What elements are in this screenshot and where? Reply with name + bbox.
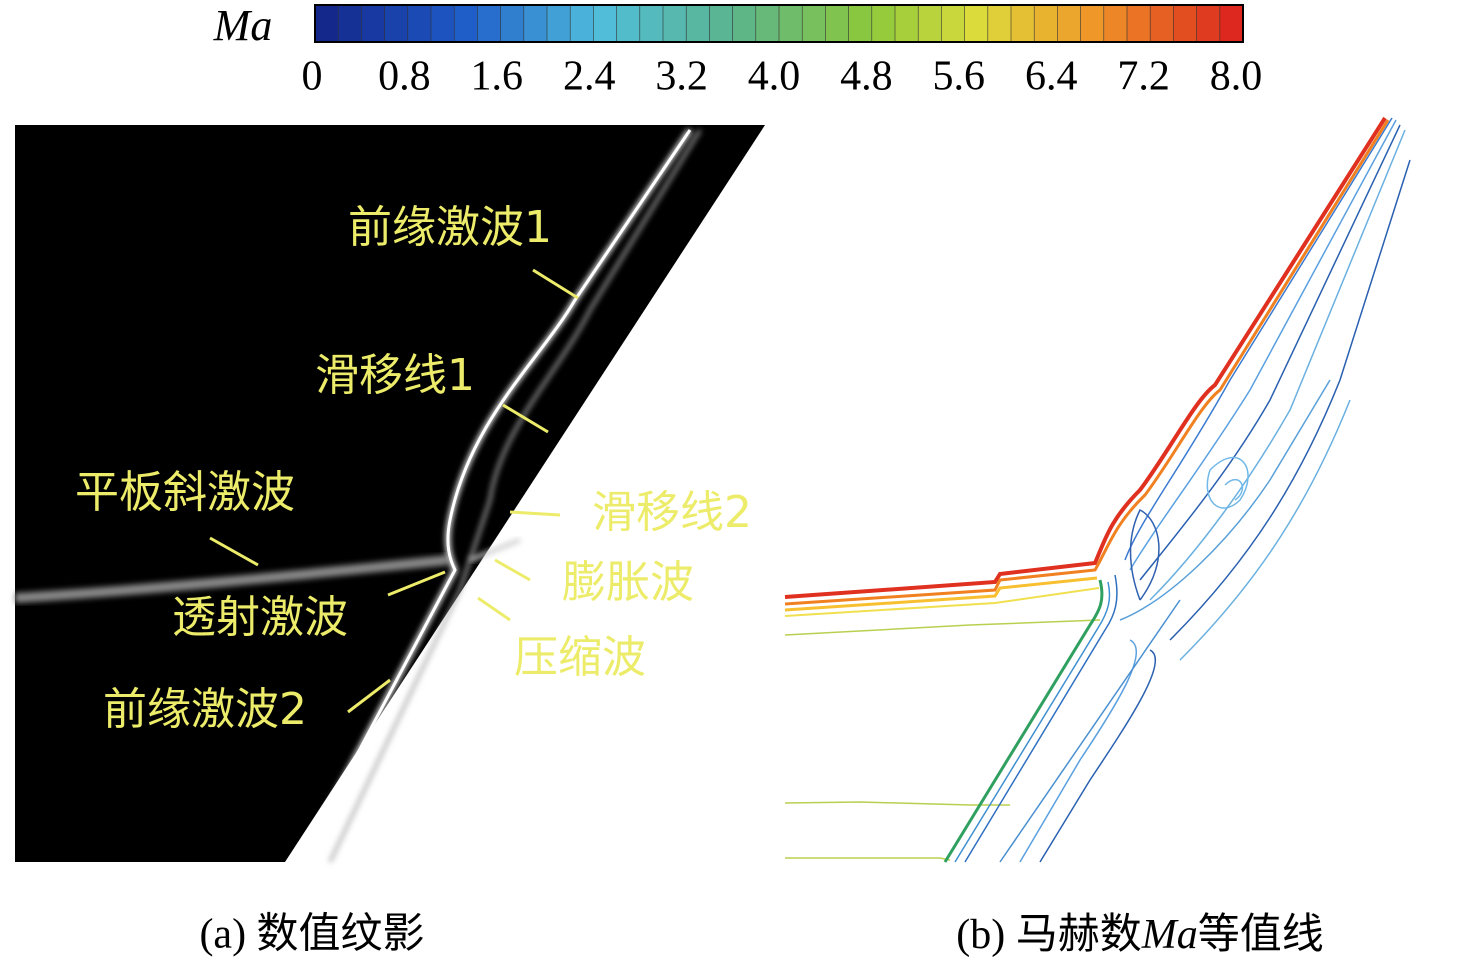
- colorbar-tick-label: 2.4: [563, 54, 616, 100]
- colorbar-tick-label: 3.2: [655, 54, 708, 100]
- annotation: 前缘激波2: [103, 684, 307, 735]
- colorbar-band: [825, 4, 850, 43]
- caption-suffix: 等值线: [1198, 912, 1324, 958]
- colorbar-label: Ma: [213, 1, 273, 50]
- annotation: 平板斜激波: [75, 467, 295, 518]
- shock-structure: [14, 128, 702, 864]
- colorbar-band: [848, 4, 873, 43]
- colorbar-frame: [314, 4, 1244, 43]
- panel-a: 前缘激波1 滑移线1 平板斜激波 滑移线2 膨胀波 透射激波 压缩波 前缘激波2…: [14, 125, 765, 958]
- caption: (b) 马赫数Ma等值线: [956, 912, 1324, 958]
- colorbar-band: [964, 4, 989, 43]
- colorbar-band: [453, 4, 479, 43]
- colorbar-band: [593, 4, 618, 43]
- colorbar-bands: [314, 4, 1244, 43]
- colorbar-band: [523, 4, 548, 43]
- colorbar-band: [709, 4, 734, 43]
- colorbar-band: [361, 4, 386, 43]
- colorbar-tick-label: 8.0: [1210, 54, 1263, 100]
- colorbar-tick-label: 0.8: [378, 54, 431, 100]
- colorbar-tick-label: 4.8: [840, 54, 893, 100]
- caption-prefix: (b) 马赫数: [956, 912, 1141, 958]
- colorbar-band: [639, 4, 664, 43]
- colorbar: Ma 0 0.8 1.6 2.4 3.2 4.0 4.8 5.6 6.4 7.2 8.0: [213, 1, 1263, 100]
- colorbar-tick-label: 7.2: [1117, 54, 1170, 100]
- colorbar-band: [477, 4, 502, 43]
- colorbar-band: [1196, 4, 1221, 43]
- colorbar-band: [1173, 4, 1198, 43]
- colorbar-band: [941, 4, 966, 43]
- colorbar-band: [546, 4, 572, 43]
- colorbar-band: [384, 4, 409, 43]
- colorbar-band: [407, 4, 432, 43]
- colorbar-band: [987, 4, 1012, 43]
- colorbar-band: [894, 4, 920, 43]
- colorbar-band: [1103, 4, 1128, 43]
- colorbar-band: [917, 4, 943, 43]
- colorbar-band: [1080, 4, 1105, 43]
- colorbar-band: [314, 4, 340, 43]
- contours-hot: [784, 116, 1390, 861]
- colorbar-band: [569, 4, 595, 43]
- annotation: 滑移线1: [315, 350, 475, 401]
- colorbar-band: [500, 4, 525, 43]
- colorbar-band: [430, 4, 456, 43]
- colorbar-band: [778, 4, 804, 43]
- schlieren-background: [15, 125, 765, 862]
- colorbar-band: [685, 4, 711, 43]
- colorbar-band: [1010, 4, 1036, 43]
- colorbar-tick-label: 1.6: [471, 54, 524, 100]
- colorbar-band: [801, 4, 827, 43]
- caption-symbol: Ma: [1141, 912, 1198, 958]
- colorbar-band: [1033, 4, 1059, 43]
- colorbar-band: [616, 4, 641, 43]
- contours-cool: [943, 117, 1411, 863]
- caption: (a) 数值纹影: [199, 912, 424, 958]
- colorbar-tick-label: 4.0: [748, 54, 801, 100]
- colorbar-band: [1149, 4, 1175, 43]
- annotation: 压缩波: [514, 632, 646, 683]
- colorbar-band: [1057, 4, 1082, 43]
- colorbar-band: [732, 4, 757, 43]
- annotation: 前缘激波1: [348, 202, 552, 253]
- panel-b: (b) 马赫数Ma等值线: [784, 116, 1411, 958]
- annotation: 膨胀波: [562, 557, 694, 608]
- colorbar-band: [662, 4, 688, 43]
- colorbar-tick-label: 5.6: [933, 54, 986, 100]
- colorbar-band: [1126, 4, 1152, 43]
- colorbar-tick-label: 6.4: [1025, 54, 1078, 100]
- colorbar-band: [755, 4, 780, 43]
- colorbar-band: [1219, 4, 1244, 43]
- annotation: 透射激波: [172, 592, 348, 643]
- annotation: 滑移线2: [592, 487, 752, 538]
- colorbar-band: [337, 4, 363, 43]
- annotation-leaders: [209, 268, 579, 714]
- colorbar-tick-label: 0: [302, 54, 323, 100]
- colorbar-ticks: 0 0.8 1.6 2.4 3.2 4.0 4.8 5.6 6.4 7.2 8.0: [302, 54, 1263, 100]
- colorbar-band: [871, 4, 896, 43]
